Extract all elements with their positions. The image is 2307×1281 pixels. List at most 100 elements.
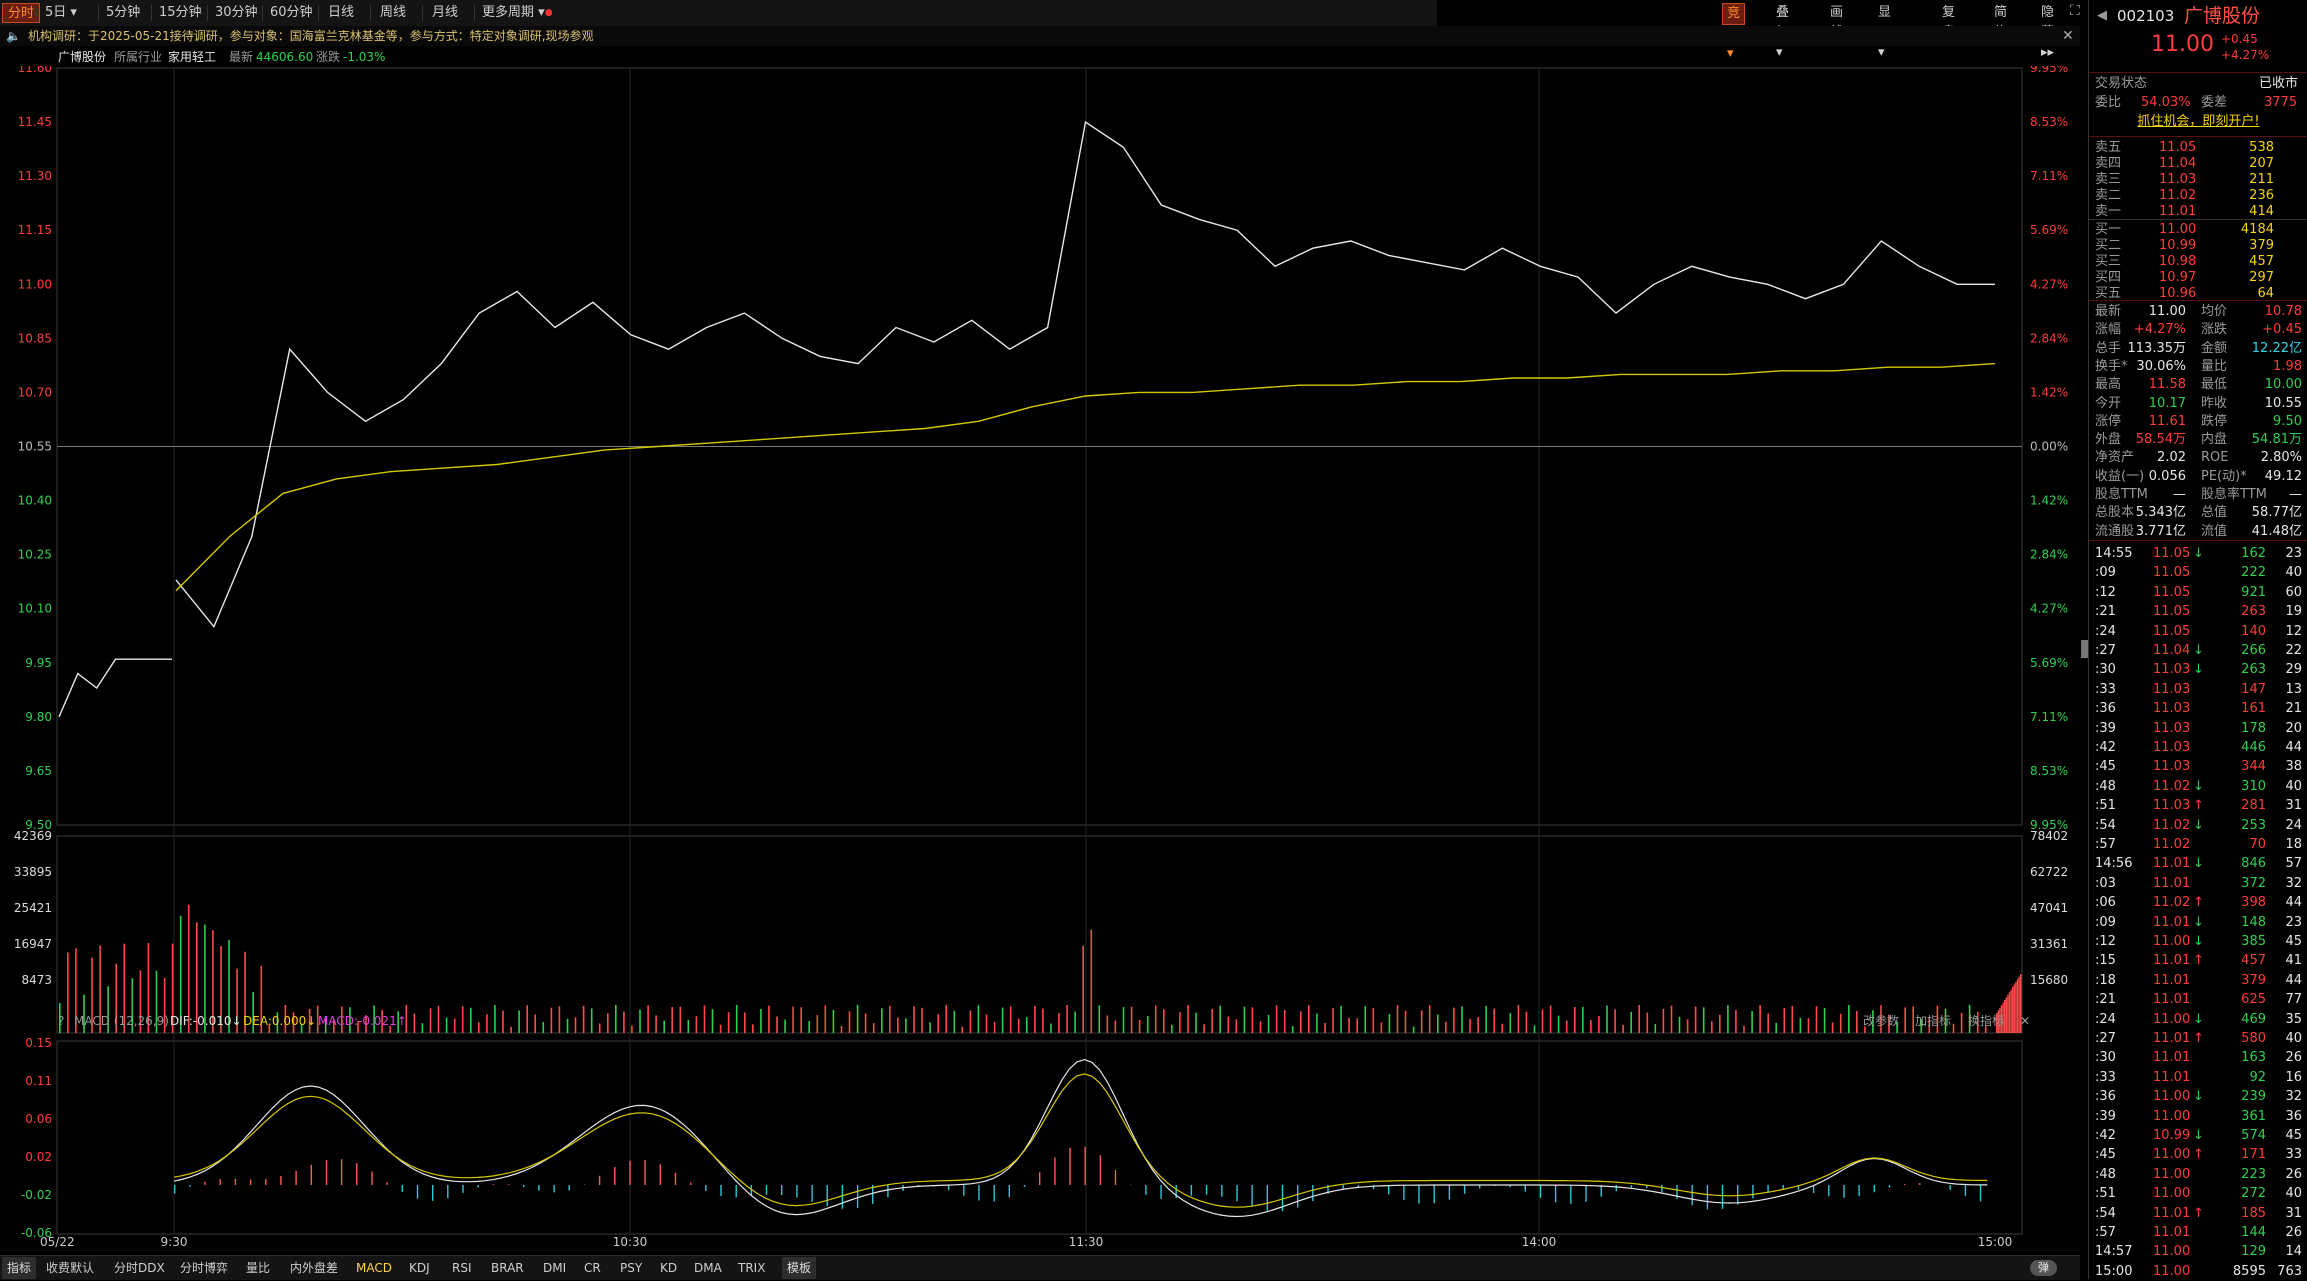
tab-psy[interactable]: PSY (620, 1257, 642, 1279)
tab-kdj[interactable]: KDJ (409, 1257, 430, 1279)
tab-paid-default[interactable]: 收费默认 (46, 1257, 94, 1279)
close-icon[interactable]: ✕ (2062, 26, 2074, 46)
volume-tick-label: 16947 (14, 937, 52, 951)
tab-template[interactable]: 模板 (782, 1257, 816, 1279)
tab-intraday[interactable]: 分时 (2, 3, 40, 23)
change-params-button[interactable]: 改参数 (1863, 1012, 1899, 1030)
tab-indicator[interactable]: 指标 (2, 1257, 36, 1279)
tab-volume-ratio[interactable]: 量比 (246, 1257, 270, 1279)
change-label: 涨跌 (316, 47, 340, 67)
popup-toggle[interactable]: 弹 (2030, 1260, 2057, 1276)
tab-ddx[interactable]: 分时DDX (114, 1257, 165, 1279)
tab-io-diff[interactable]: 内外盘差 (290, 1257, 338, 1279)
replay-button[interactable]: 复盘 (1942, 3, 1955, 23)
tab-brar[interactable]: BRAR (491, 1257, 524, 1279)
close-indicator-icon[interactable]: ✕ (2020, 1012, 2030, 1030)
macd-params[interactable]: MACD (12,26,9) (74, 1012, 169, 1030)
tab-60min[interactable]: 60分钟 (265, 3, 318, 23)
tab-monthly[interactable]: 月线 (427, 3, 463, 23)
panel-splitter-handle[interactable] (2081, 640, 2088, 658)
help-icon[interactable]: ? (58, 1012, 64, 1030)
prev-stock-icon[interactable]: ◀ (2097, 4, 2107, 28)
tab-more-periods[interactable]: 更多周期 ▾● (477, 3, 558, 23)
tab-game[interactable]: 分时博弈 (180, 1257, 228, 1279)
tab-macd[interactable]: MACD (356, 1257, 392, 1279)
tab-5day[interactable]: 5日 ▾ (40, 3, 82, 23)
open-account-link[interactable]: 抓住机会，即刻开户! (2137, 114, 2259, 129)
auction-button[interactable]: 竞价 ▾ (1722, 3, 1745, 25)
switch-indicator-button[interactable]: 换指标 (1968, 1012, 2004, 1030)
hide-button[interactable]: 隐藏 ▸▸ (2041, 3, 2054, 23)
tab-kd[interactable]: KD (660, 1257, 677, 1279)
tick-price: 11.00 (2153, 1242, 2190, 1261)
tab-dmi[interactable]: DMI (543, 1257, 566, 1279)
display-button[interactable]: 显示 ▾ (1878, 3, 1891, 23)
add-indicator-button[interactable]: 加指标 (1915, 1012, 1951, 1030)
tab-trix[interactable]: TRIX (738, 1257, 765, 1279)
simple-button[interactable]: 简约 (1994, 3, 2007, 23)
tab-weekly[interactable]: 周线 (375, 3, 411, 23)
news-text[interactable]: 于2025-05-21接待调研，参与对象：国海富兰克林基金等，参与方式：特定对象… (88, 26, 594, 46)
pct-tick-label: 5.69% (2030, 656, 2068, 670)
tab-daily[interactable]: 日线 (323, 3, 359, 23)
overlay-button[interactable]: 叠加 ▾ (1776, 3, 1789, 23)
tab-cr[interactable]: CR (584, 1257, 601, 1279)
tab-dma[interactable]: DMA (694, 1257, 722, 1279)
industry-value[interactable]: 家用轻工 (168, 47, 216, 67)
draw-line-button[interactable]: 画线 (1830, 3, 1843, 23)
tab-30min[interactable]: 30分钟 (210, 3, 263, 23)
tab-rsi[interactable]: RSI (452, 1257, 472, 1279)
tab-5min[interactable]: 5分钟 (101, 3, 145, 23)
tab-15min[interactable]: 15分钟 (154, 3, 207, 23)
fullscreen-icon[interactable]: ⛶ (2070, 3, 2080, 19)
